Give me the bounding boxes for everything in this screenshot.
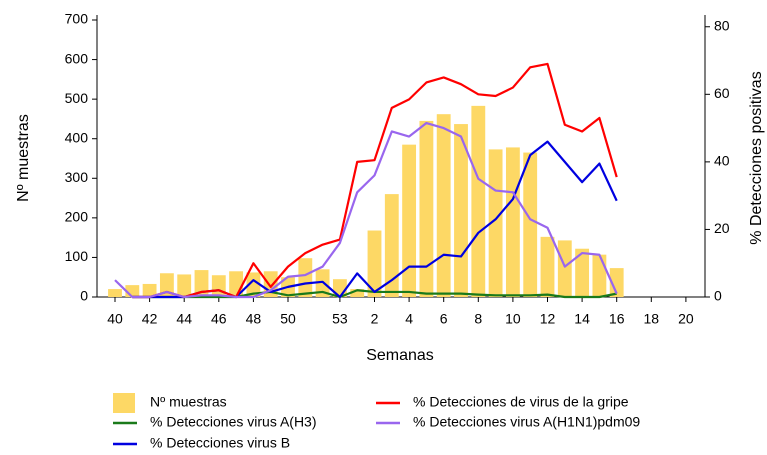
- x-tick-label: 14: [574, 311, 590, 327]
- y2-tick-label: 0: [714, 288, 722, 304]
- bar: [575, 248, 590, 297]
- bar: [557, 240, 572, 297]
- bar: [436, 114, 451, 298]
- x-tick-label: 50: [280, 311, 296, 327]
- line: [132, 62, 618, 299]
- bar: [384, 194, 399, 297]
- y-tick-label: 700: [65, 11, 89, 27]
- x-tick-label: 6: [440, 311, 448, 327]
- y2-tick-label: 40: [714, 153, 730, 169]
- y-tick-label: 0: [80, 288, 88, 304]
- y2-tick-label: 20: [714, 220, 730, 236]
- bar: [350, 289, 365, 297]
- x-tick-label: 2: [371, 311, 379, 327]
- x-tick-label: 4: [405, 311, 413, 327]
- bar: [177, 274, 192, 297]
- y2-tick-label: 80: [714, 17, 730, 33]
- bar: [211, 275, 226, 297]
- bar: [540, 236, 555, 297]
- x-tick-label: 53: [332, 311, 348, 327]
- bar: [367, 230, 382, 297]
- y-axis-title: Nº muestras: [15, 114, 32, 202]
- y-tick-label: 300: [65, 169, 89, 185]
- bar: [246, 272, 261, 297]
- bar: [298, 258, 313, 297]
- legend-label: % Detecciones virus A(H1N1)pdm09: [413, 414, 640, 430]
- bar: [505, 147, 520, 297]
- legend-label: % Detecciones de virus de la gripe: [413, 394, 629, 410]
- y-tick-label: 100: [65, 248, 89, 264]
- x-tick-label: 10: [505, 311, 521, 327]
- y-tick-label: 200: [65, 209, 89, 225]
- bar: [125, 285, 140, 297]
- bar: [402, 144, 417, 297]
- y-tick-label: 400: [65, 129, 89, 145]
- x-tick-label: 42: [142, 311, 158, 327]
- legend-label: % Detecciones virus B: [150, 435, 290, 451]
- bar: [419, 120, 434, 298]
- bar: [454, 124, 468, 297]
- line: [114, 121, 618, 299]
- legend-swatch: [113, 393, 135, 413]
- y-tick-label: 500: [65, 90, 89, 106]
- x-tick-label: 16: [609, 311, 625, 327]
- legend-label: Nº muestras: [150, 394, 227, 410]
- bar: [142, 283, 157, 297]
- y2-axis-title: % Detecciones positivas: [748, 71, 765, 244]
- y2-tick-label: 60: [714, 85, 730, 101]
- bar: [488, 149, 503, 297]
- x-tick-label: 46: [211, 311, 227, 327]
- x-tick-label: 12: [540, 311, 556, 327]
- bar: [609, 268, 624, 297]
- bar: [523, 152, 538, 297]
- x-tick-label: 40: [107, 311, 123, 327]
- x-tick-label: 44: [176, 311, 192, 327]
- y-tick-label: 600: [65, 50, 89, 66]
- bar: [194, 270, 209, 297]
- x-axis-title: Semanas: [366, 347, 434, 364]
- legend-label: % Detecciones virus A(H3): [150, 414, 317, 430]
- bar: [471, 105, 486, 298]
- bar: [108, 289, 122, 297]
- bar: [159, 273, 174, 297]
- x-tick-label: 48: [246, 311, 262, 327]
- bar: [592, 254, 607, 297]
- x-tick-label: 18: [644, 311, 660, 327]
- x-tick-label: 8: [474, 311, 482, 327]
- x-tick-label: 20: [678, 311, 694, 327]
